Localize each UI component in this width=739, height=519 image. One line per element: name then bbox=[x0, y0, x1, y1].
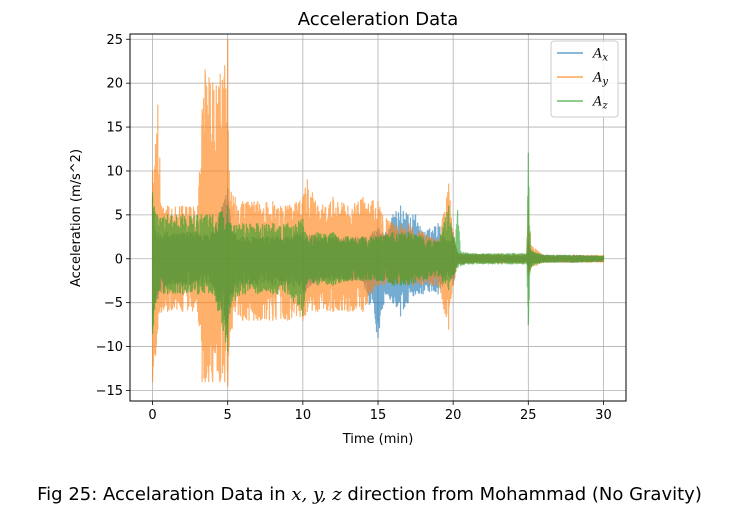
x-tick-label: 30 bbox=[595, 408, 612, 423]
x-tick-label: 25 bbox=[520, 408, 537, 423]
x-tick-label: 20 bbox=[445, 408, 462, 423]
legend-label-y: Ay bbox=[592, 71, 608, 88]
series-layer bbox=[151, 38, 605, 387]
y-axis-label: Acceleration (m/s^2) bbox=[69, 149, 84, 287]
x-tick-label: 0 bbox=[148, 408, 156, 423]
y-tick-label: 20 bbox=[106, 77, 123, 92]
y-tick-label: −15 bbox=[96, 384, 123, 399]
figure-caption: Fig 25: Accelaration Data in x, y, z dir… bbox=[0, 484, 739, 505]
y-tick-label: 25 bbox=[106, 33, 123, 48]
series-line-z bbox=[151, 152, 605, 352]
legend-label-z: Az bbox=[592, 95, 608, 112]
chart-title: Acceleration Data bbox=[298, 9, 459, 30]
x-axis-label: Time (min) bbox=[342, 432, 414, 447]
caption-suffix: direction from Mohammad (No Gravity) bbox=[341, 484, 702, 505]
acceleration-chart: 0 5 10 15 20 25 30 −15 −10 −5 0 5 10 15 20 25 Accelerat… bbox=[69, 9, 627, 447]
y-tick-label: 10 bbox=[106, 164, 123, 179]
axis-ticks: 0 5 10 15 20 25 30 −15 −10 −5 0 5 10 15 20 25 bbox=[96, 33, 612, 423]
y-tick-label: 15 bbox=[106, 121, 123, 136]
legend: Ax Ay Az bbox=[550, 40, 619, 118]
y-tick-label: 0 bbox=[115, 252, 123, 267]
x-tick-label: 15 bbox=[370, 408, 387, 423]
y-tick-label: −5 bbox=[104, 296, 123, 311]
x-tick-label: 5 bbox=[224, 408, 232, 423]
caption-prefix: Fig 25: Accelaration Data in bbox=[37, 484, 292, 505]
legend-label-x: Ax bbox=[592, 47, 608, 64]
y-tick-label: 5 bbox=[115, 208, 123, 223]
x-tick-label: 10 bbox=[295, 408, 312, 423]
caption-vars: x, y, z bbox=[291, 484, 342, 505]
y-tick-label: −10 bbox=[96, 340, 123, 355]
legend-box bbox=[550, 40, 619, 118]
